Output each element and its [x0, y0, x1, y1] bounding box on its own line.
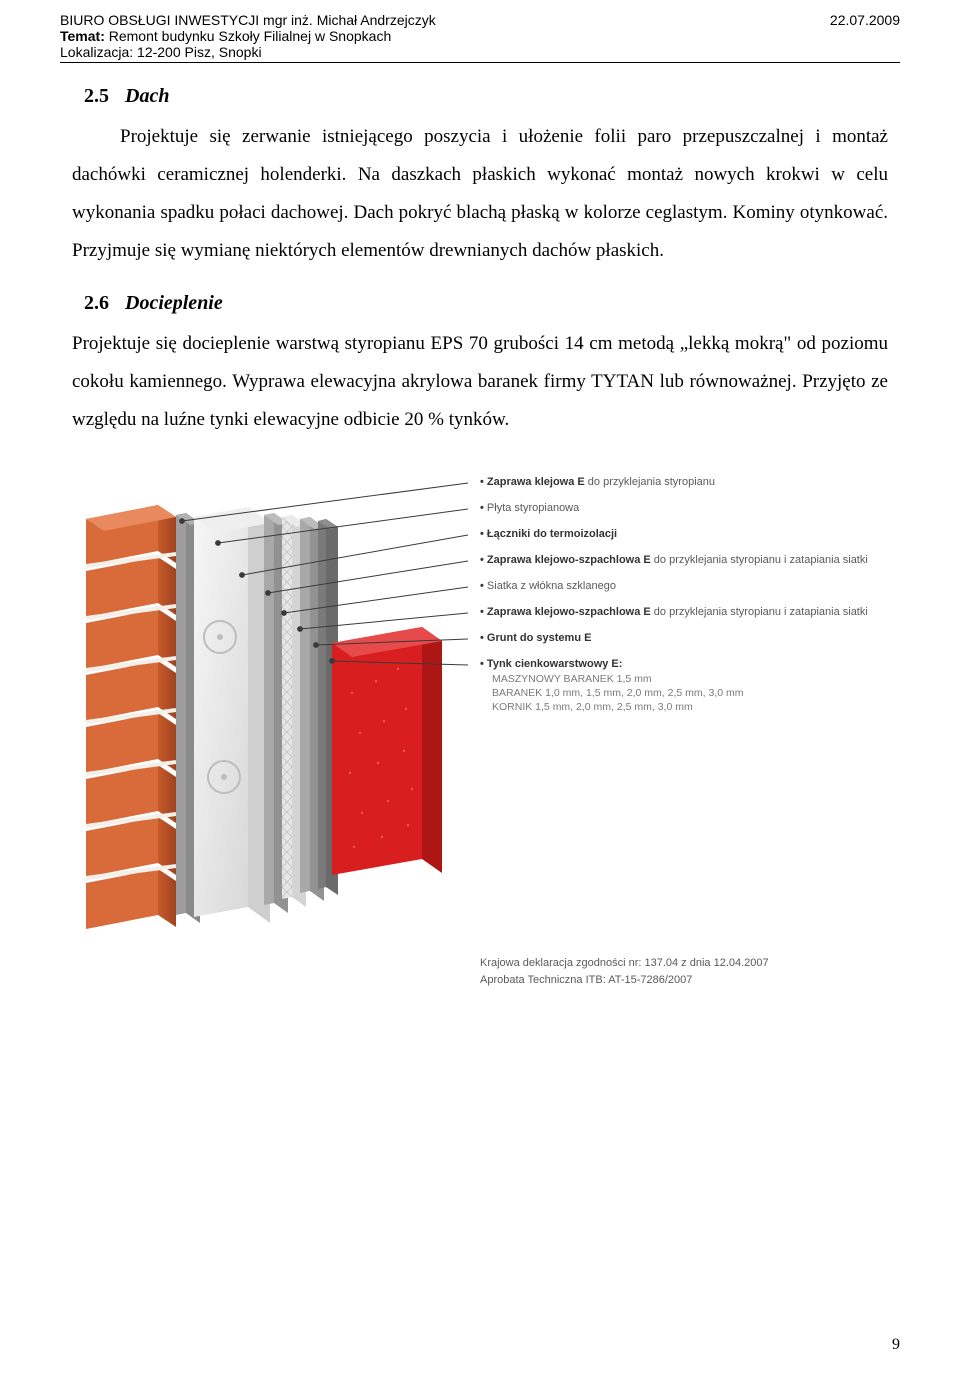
- header-row-1: BIURO OBSŁUGI INWESTYCJI mgr inż. Michał…: [60, 12, 900, 28]
- insulation-diagram: • Zaprawa klejowa E do przyklejania styr…: [72, 465, 892, 1025]
- footnote-line-1: Krajowa deklaracja zgodności nr: 137.04 …: [480, 955, 890, 972]
- section-2-6-title: Docieplenie: [125, 292, 223, 314]
- section-2-6-heading: 2.6 Docieplenie: [84, 292, 888, 315]
- diagram-svg: [72, 465, 892, 1025]
- section-2-6-paragraph: Projektuje się docieplenie warstwą styro…: [72, 325, 888, 439]
- callout-6: • Zaprawa klejowo-szpachlowa E do przykl…: [480, 605, 868, 620]
- header-subject: Temat: Remont budynku Szkoły Filialnej w…: [60, 28, 900, 44]
- header-subject-label: Temat:: [60, 28, 105, 44]
- header-date: 22.07.2009: [830, 12, 900, 28]
- callout-1: • Zaprawa klejowa E do przyklejania styr…: [480, 475, 715, 490]
- footnote-line-2: Aprobata Techniczna ITB: AT-15-7286/2007: [480, 972, 890, 989]
- section-2-5-title: Dach: [125, 85, 169, 107]
- header-company: BIURO OBSŁUGI INWESTYCJI mgr inż. Michał…: [60, 12, 436, 28]
- callout-7: • Grunt do systemu E: [480, 631, 591, 646]
- brick-wall: [86, 505, 176, 929]
- callout-3: • Łączniki do termoizolacji: [480, 527, 617, 542]
- callout-5: • Siatka z włókna szklanego: [480, 579, 616, 594]
- header-subject-value: Remont budynku Szkoły Filialnej w Snopka…: [105, 28, 391, 44]
- layer-stack: [176, 507, 442, 923]
- callout-2: • Płyta styropianowa: [480, 501, 579, 516]
- callout-8: • Tynk cienkowarstwowy E:MASZYNOWY BARAN…: [480, 657, 743, 714]
- section-2-5-paragraph: Projektuje się zerwanie istniejącego pos…: [72, 118, 888, 270]
- content-area: 2.5 Dach Projektuje się zerwanie istnieją…: [60, 63, 900, 1025]
- section-2-6-number: 2.6: [84, 292, 109, 314]
- page: BIURO OBSŁUGI INWESTYCJI mgr inż. Michał…: [0, 0, 960, 1380]
- section-2-5-number: 2.5: [84, 85, 109, 107]
- layer-styrofoam: [194, 507, 270, 923]
- callout-4: • Zaprawa klejowo-szpachlowa E do przykl…: [480, 553, 868, 568]
- section-2-5-heading: 2.5 Dach: [84, 85, 888, 108]
- diagram-footnote: Krajowa deklaracja zgodności nr: 137.04 …: [480, 955, 890, 988]
- header-location: Lokalizacja: 12-200 Pisz, Snopki: [60, 44, 900, 60]
- page-header: BIURO OBSŁUGI INWESTYCJI mgr inż. Michał…: [60, 0, 900, 63]
- page-number: 9: [892, 1336, 900, 1354]
